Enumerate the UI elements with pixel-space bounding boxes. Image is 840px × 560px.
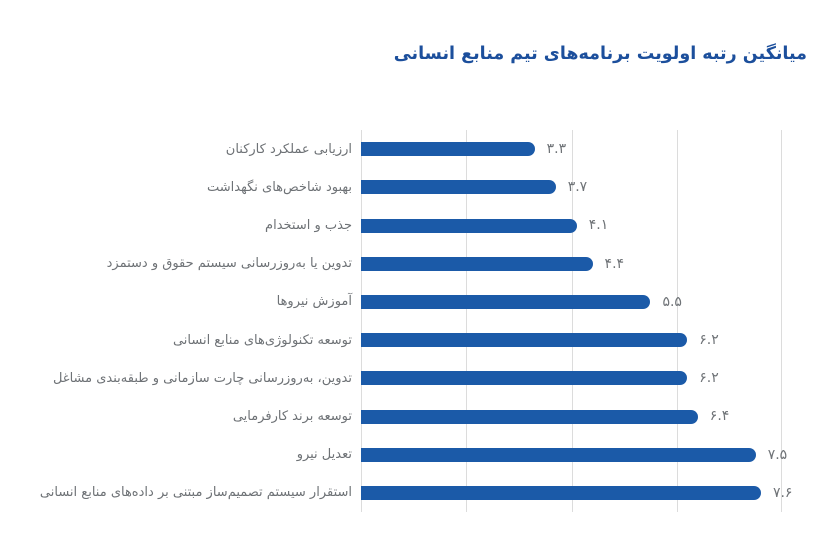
gridline: [466, 130, 467, 512]
value-label: ۵.۵: [662, 293, 682, 310]
category-label: ارزیابی عملکرد کارکنان: [225, 141, 352, 157]
category-label: تعدیل نیرو: [296, 447, 352, 463]
value-label: ۶.۴: [709, 408, 730, 425]
category-axis: ارزیابی عملکرد کارکنان بهبود شاخص‌های نگه…: [38, 130, 352, 512]
bar: [361, 142, 535, 157]
value-label: ۷.۵: [767, 446, 788, 463]
value-label: ۷.۶: [772, 484, 793, 501]
bar: [361, 256, 593, 271]
category-label: توسعه برند کارفرمایی: [232, 408, 352, 424]
chart-title: میانگین رتبه اولویت برنامه‌های تیم منابع…: [393, 44, 807, 64]
gridline: [361, 130, 362, 512]
category-label: توسعه تکنولوژی‌های منابع انسانی: [172, 332, 352, 348]
category-label: تدوین، به‌روزرسانی چارت سازمانی و طبقه‌ب…: [52, 370, 352, 386]
value-label: ۳.۳: [546, 141, 567, 158]
category-label: آموزش نیروها: [276, 294, 352, 310]
plot-area: ۳.۳ ۳.۷ ۴.۱ ۴.۴ ۵.۵ ۶.۲ ۶.۲ ۶.۴ ۷.۵ ۷.۶: [361, 130, 792, 512]
value-label: ۴.۴: [604, 255, 625, 272]
category-label: جذب و استخدام: [265, 217, 352, 233]
bar: [361, 218, 577, 233]
value-label: ۶.۲: [699, 332, 719, 349]
category-label: بهبود شاخص‌های نگهداشت: [207, 179, 352, 195]
value-label: ۶.۲: [699, 370, 719, 387]
gridline: [572, 130, 573, 512]
bar: [361, 294, 651, 309]
gridline: [677, 130, 678, 512]
priority-bar-chart: ارزیابی عملکرد کارکنان بهبود شاخص‌های نگه…: [0, 130, 840, 512]
bar: [361, 180, 556, 195]
value-label: ۴.۱: [588, 217, 609, 234]
bar: [361, 371, 688, 386]
bar: [361, 409, 698, 424]
category-label: استقرار سیستم تصمیم‌ساز مبتنی بر داده‌ها…: [39, 485, 352, 501]
value-label: ۳.۷: [567, 179, 588, 196]
category-label: تدوین یا به‌روزرسانی سیستم حقوق و دستمزد: [106, 256, 352, 272]
bar: [361, 447, 756, 462]
gridline: [781, 130, 782, 512]
bar: [361, 485, 761, 500]
bar: [361, 333, 688, 348]
